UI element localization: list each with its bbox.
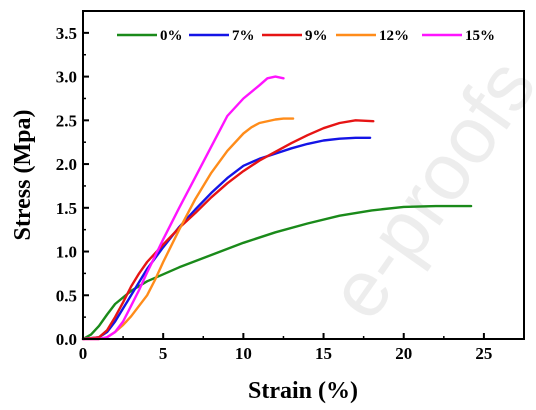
legend-label-4: 15% [465, 28, 495, 44]
watermark: e-proofs [311, 43, 536, 334]
series-line-2 [81, 119, 375, 341]
x-tick-label: 15 [315, 344, 332, 363]
series-line-4 [81, 75, 285, 341]
plot-area [81, 75, 473, 341]
x-tick-label: 25 [475, 344, 492, 363]
y-tick-label: 2.0 [56, 155, 77, 174]
legend-label-0: 0% [160, 28, 183, 44]
axis-ticks: 0 5 10 15 20 25 0.0 0.5 1.0 1.5 2.0 2.5 3.0 3.5 [56, 24, 493, 363]
x-tick-label: 10 [235, 344, 252, 363]
legend: 0% 7% 9% 12% 15% [117, 28, 495, 44]
y-tick-label: 1.5 [56, 199, 77, 218]
x-tick-label: 0 [79, 344, 88, 363]
legend-label-3: 12% [379, 28, 409, 44]
y-axis-title: Stress (Mpa) [10, 110, 36, 241]
y-tick-label: 0.5 [56, 286, 77, 305]
x-tick-label: 5 [159, 344, 168, 363]
y-tick-label: 0.0 [56, 330, 77, 349]
legend-label-2: 9% [305, 28, 328, 44]
series-line-1 [81, 136, 372, 341]
series-line-0 [81, 204, 473, 341]
y-tick-label: 3.0 [56, 68, 77, 87]
y-tick-label: 1.0 [56, 243, 77, 262]
x-tick-label: 20 [395, 344, 412, 363]
y-tick-label: 2.5 [56, 111, 77, 130]
x-axis-title: Strain (%) [248, 378, 358, 404]
plot-frame [82, 10, 525, 340]
legend-label-1: 7% [232, 28, 255, 44]
y-tick-label: 3.5 [56, 24, 77, 43]
